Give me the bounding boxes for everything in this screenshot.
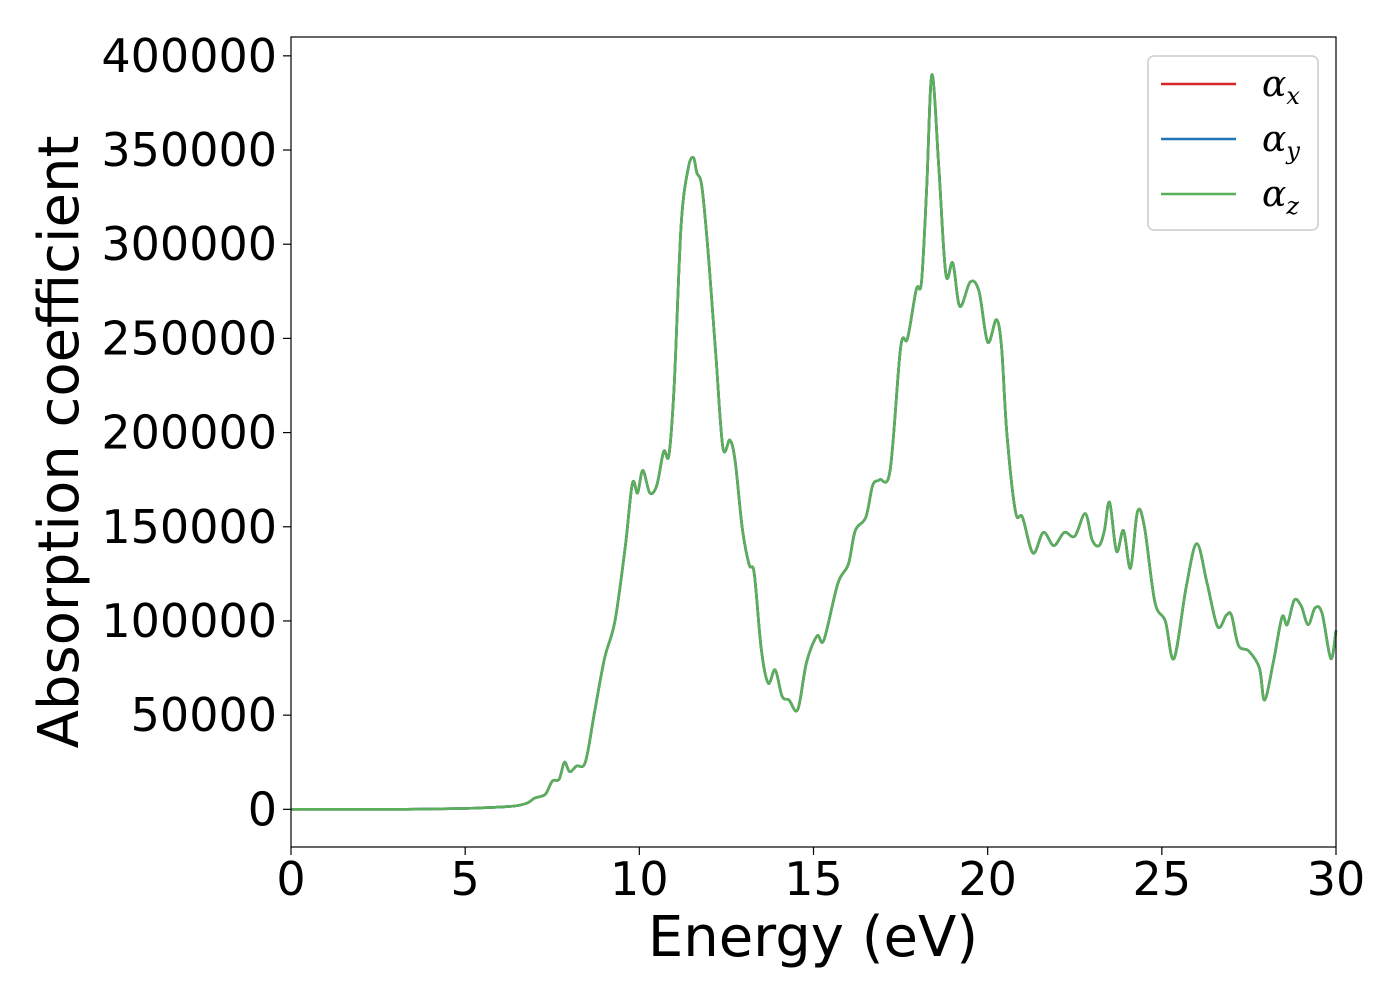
x-axis-ticks: 0 5 10 15 20 25 30 xyxy=(276,847,1365,906)
y-tick-label: 200000 xyxy=(101,406,277,460)
y-tick-label: 150000 xyxy=(101,500,277,554)
y-tick-label: 0 xyxy=(248,782,277,836)
x-tick-label: 20 xyxy=(958,852,1017,906)
y-tick-label: 400000 xyxy=(101,29,277,83)
x-tick-label: 5 xyxy=(451,852,480,906)
legend: αx αy αz xyxy=(1147,55,1319,231)
x-tick-label: 15 xyxy=(784,852,843,906)
legend-frame xyxy=(1147,55,1319,231)
series-layer xyxy=(291,73,1338,811)
x-tick-label: 0 xyxy=(276,852,305,906)
y-tick-label: 100000 xyxy=(101,594,277,648)
y-tick-label: 250000 xyxy=(101,311,277,365)
y-axis-ticks: 0 50000 100000 150000 200000 250000 300000 3500… xyxy=(101,29,291,836)
x-tick-label: 30 xyxy=(1307,852,1366,906)
legend-items: αx αy αz xyxy=(1161,64,1300,220)
y-tick-label: 300000 xyxy=(101,217,277,271)
legend-label-x: αx xyxy=(1262,64,1300,110)
legend-label-z: αz xyxy=(1262,174,1299,220)
y-tick-label: 50000 xyxy=(131,688,277,742)
legend-label-y: αy xyxy=(1262,119,1300,165)
x-tick-label: 25 xyxy=(1133,852,1192,906)
y-axis-label: Absorption coefficient xyxy=(27,136,92,749)
x-tick-label: 10 xyxy=(610,852,669,906)
series-line-z xyxy=(291,73,1338,811)
x-axis-label: Energy (eV) xyxy=(648,905,978,970)
y-tick-label: 350000 xyxy=(101,123,277,177)
